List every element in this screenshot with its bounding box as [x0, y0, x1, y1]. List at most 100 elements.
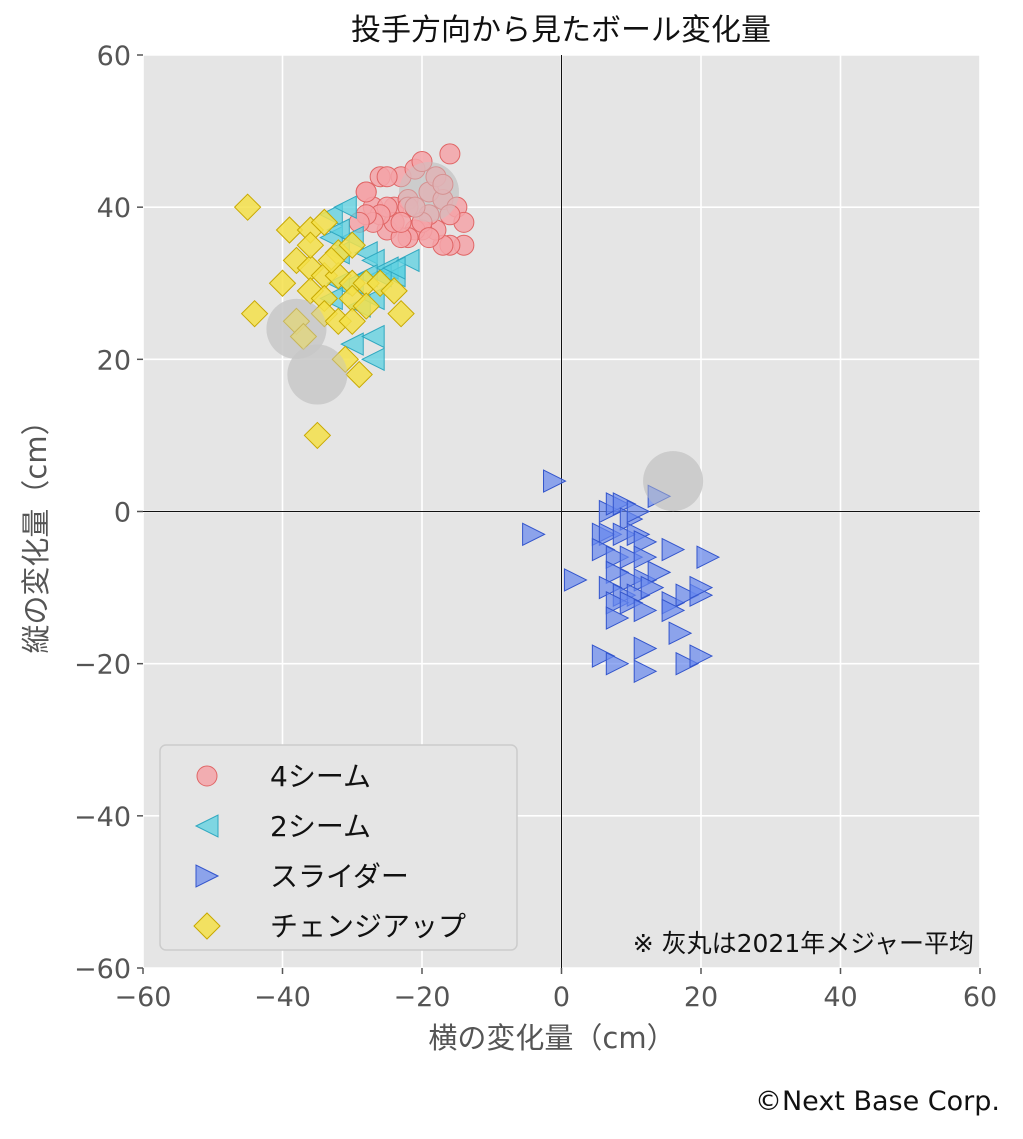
- data-point: [598, 575, 623, 600]
- data-point: [432, 173, 454, 195]
- legend-box: [159, 744, 518, 951]
- data-point: [647, 484, 672, 509]
- x-tick-label: 0: [553, 982, 570, 1013]
- legend-label: スライダー: [270, 860, 409, 893]
- data-point: [619, 568, 644, 592]
- data-point: [275, 216, 304, 244]
- legend-label: チェンジアップ: [270, 910, 466, 943]
- x-tick-label: 20: [684, 982, 718, 1013]
- data-point: [689, 575, 714, 600]
- data-point: [696, 545, 721, 569]
- data-point: [543, 469, 567, 493]
- data-point: [317, 246, 346, 275]
- y-tick-label: 0: [114, 498, 131, 529]
- data-point: [633, 636, 658, 661]
- y-tick-label: −20: [74, 650, 131, 681]
- y-tick-label: 20: [97, 345, 131, 376]
- data-point: [626, 499, 651, 524]
- data-point: [240, 299, 269, 328]
- x-tick-label: −20: [394, 982, 451, 1013]
- data-point: [289, 322, 318, 351]
- data-point: [605, 560, 630, 585]
- data-point: [598, 522, 623, 547]
- y-tick-label: 60: [97, 41, 131, 72]
- data-point: [395, 248, 420, 273]
- data-point: [303, 421, 332, 450]
- y-tick-label: 40: [97, 193, 131, 224]
- data-point: [605, 651, 630, 676]
- data-point: [591, 644, 616, 668]
- average-markers: [266, 161, 704, 512]
- average-point: [398, 161, 459, 222]
- data-points: [233, 143, 721, 684]
- data-point: [333, 195, 357, 219]
- data-point: [338, 231, 366, 259]
- data-point: [310, 208, 339, 237]
- data-point: [355, 181, 377, 203]
- footnote: ※ 灰丸は2021年メジャー平均: [633, 929, 974, 958]
- data-point: [361, 347, 385, 372]
- average-point: [643, 451, 704, 512]
- data-point: [361, 324, 385, 349]
- data-point: [640, 575, 665, 600]
- data-point: [380, 277, 408, 305]
- legend-marker: [194, 814, 219, 838]
- data-point: [387, 299, 415, 328]
- data-point: [619, 545, 644, 569]
- y-axis-label: 縦の変化量（cm）: [19, 406, 53, 653]
- data-point: [668, 621, 693, 646]
- x-axis: −60 −40 −20 0 20 40 60: [115, 968, 997, 1013]
- data-point: [381, 256, 406, 280]
- data-point: [689, 644, 714, 668]
- y-axis: −60 −40 −20 0 20 40 60: [74, 41, 143, 985]
- y-tick-label: −40: [74, 802, 131, 833]
- data-point: [331, 345, 359, 374]
- data-point: [233, 193, 262, 221]
- data-point: [605, 606, 630, 630]
- legend-label: 4シーム: [270, 760, 371, 793]
- series-3: [233, 193, 415, 450]
- data-point: [376, 166, 398, 188]
- x-tick-label: −60: [115, 982, 172, 1013]
- data-point: [340, 332, 364, 356]
- data-point: [647, 560, 672, 585]
- data-point: [633, 598, 658, 623]
- data-point: [361, 248, 385, 273]
- data-point: [605, 545, 630, 569]
- x-tick-label: −40: [254, 982, 311, 1013]
- legend-marker: [196, 765, 218, 787]
- y-tick-label: −60: [74, 954, 131, 985]
- data-point: [268, 269, 297, 297]
- x-tick-label: 60: [963, 982, 997, 1013]
- data-point: [563, 568, 588, 592]
- data-point: [612, 492, 637, 516]
- data-point: [418, 227, 440, 249]
- data-point: [404, 196, 426, 218]
- average-point: [266, 298, 327, 359]
- data-point: [633, 530, 658, 554]
- data-point: [439, 204, 461, 226]
- data-point: [522, 522, 546, 547]
- data-point: [633, 659, 658, 684]
- data-point: [326, 218, 350, 242]
- data-point: [411, 151, 433, 173]
- series-0: [348, 143, 475, 256]
- data-point: [390, 211, 412, 233]
- data-point: [675, 651, 700, 676]
- legend-marker: [195, 864, 220, 888]
- x-axis-label: 横の変化量（cm）: [428, 1021, 675, 1055]
- data-point: [619, 590, 644, 615]
- reference-lines: [143, 55, 980, 968]
- data-point: [591, 537, 616, 562]
- data-point: [633, 545, 658, 569]
- data-point: [661, 598, 686, 623]
- data-point: [345, 360, 373, 389]
- data-point: [439, 143, 461, 165]
- data-point: [612, 522, 637, 547]
- data-point: [338, 307, 366, 335]
- average-point: [287, 344, 348, 405]
- data-point: [296, 231, 325, 259]
- x-tick-label: 40: [823, 982, 857, 1013]
